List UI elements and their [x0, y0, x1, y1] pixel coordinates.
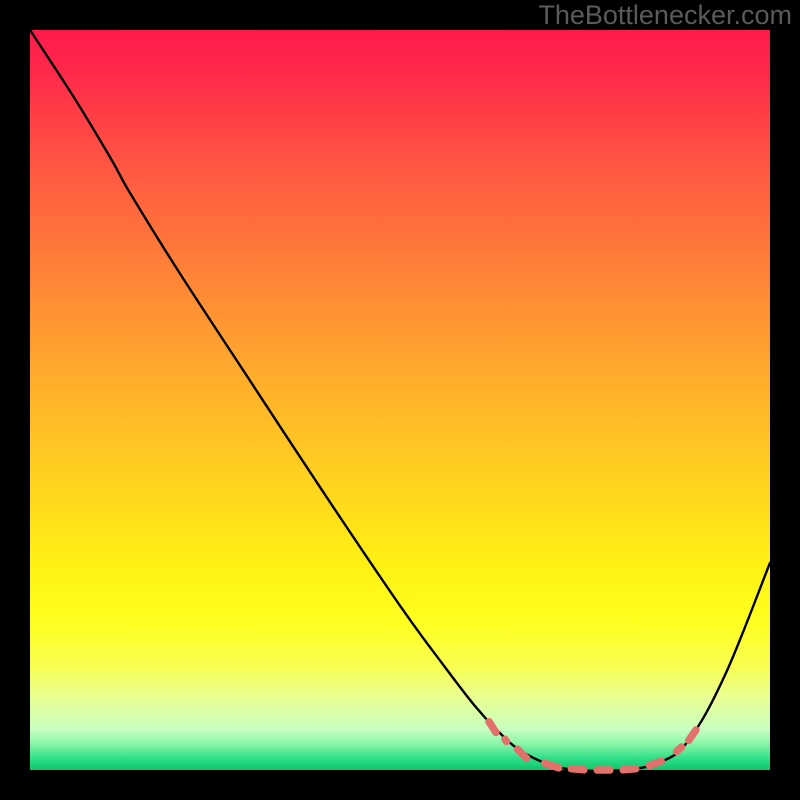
highlight-dash: [594, 766, 614, 774]
watermark-text: TheBottlenecker.com: [538, 0, 792, 31]
bottleneck-chart: [0, 0, 800, 800]
heat-gradient: [30, 30, 770, 770]
